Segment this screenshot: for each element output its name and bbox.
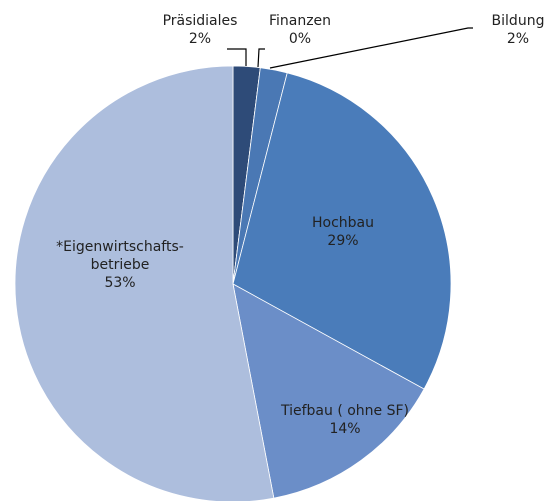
slice-label: Finanzen 0%	[269, 12, 331, 48]
slice-value: 0%	[288, 31, 312, 47]
slice-label: Tiefbau ( ohne SF) 14%	[281, 402, 409, 438]
slice-name: Finanzen	[268, 13, 332, 29]
slice-value: 53%	[104, 275, 136, 291]
slice-name: Bildung	[491, 13, 545, 29]
slice-value: 14%	[329, 421, 361, 437]
leader-line	[257, 48, 265, 68]
slice-name: Hochbau	[311, 215, 375, 231]
slice-label: Präsidiales 2%	[163, 12, 238, 48]
slice-value: 2%	[188, 31, 212, 47]
slice-label: Hochbau 29%	[312, 214, 374, 250]
slice-label: Bildung 2%	[492, 12, 545, 48]
slice-name: Präsidiales	[162, 13, 238, 29]
pie-slice	[232, 283, 425, 499]
slice-value: 29%	[327, 233, 359, 249]
slice-value: 2%	[506, 31, 530, 47]
slice-label: *Eigenwirtschafts- betriebe 53%	[56, 238, 184, 292]
leader-line	[269, 27, 473, 69]
leader-line	[227, 48, 247, 66]
pie-slice	[232, 72, 452, 390]
slice-name: Tiefbau ( ohne SF)	[280, 403, 410, 419]
slice-name: *Eigenwirtschafts- betriebe	[56, 239, 184, 273]
pie-slice	[14, 65, 275, 501]
